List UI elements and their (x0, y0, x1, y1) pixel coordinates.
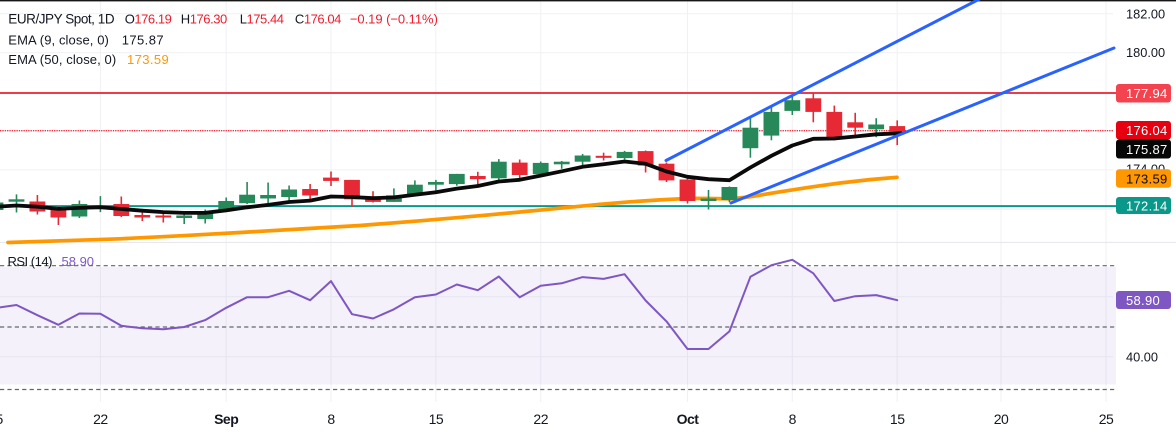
svg-text:15: 15 (429, 411, 444, 427)
svg-text:15: 15 (0, 411, 3, 427)
svg-text:RSI (14): RSI (14) (8, 254, 53, 269)
svg-text:182.00: 182.00 (1126, 7, 1165, 22)
svg-text:Sep: Sep (214, 411, 238, 427)
svg-text:L175.44: L175.44 (240, 12, 284, 27)
svg-text:Oct: Oct (677, 411, 700, 427)
svg-text:175.87: 175.87 (122, 33, 164, 48)
svg-text:22: 22 (93, 411, 108, 427)
svg-text:EMA (9, close, 0): EMA (9, close, 0) (8, 33, 109, 48)
svg-text:172.14: 172.14 (1126, 198, 1168, 213)
svg-text:175.87: 175.87 (1126, 142, 1168, 157)
svg-text:176.04: 176.04 (1126, 123, 1168, 138)
svg-text:58.90: 58.90 (62, 254, 95, 269)
svg-text:−0.19 (−0.11%): −0.19 (−0.11%) (350, 12, 438, 27)
svg-text:15: 15 (890, 411, 905, 427)
svg-text:22: 22 (533, 411, 548, 427)
svg-text:H176.30: H176.30 (181, 12, 227, 27)
svg-text:EMA (50, close, 0): EMA (50, close, 0) (8, 52, 116, 67)
svg-text:180.00: 180.00 (1126, 45, 1165, 60)
svg-text:40.00: 40.00 (1126, 349, 1158, 364)
svg-text:20: 20 (994, 411, 1009, 427)
svg-text:173.59: 173.59 (127, 52, 169, 67)
svg-text:EUR/JPY Spot, 1D: EUR/JPY Spot, 1D (8, 12, 115, 27)
svg-text:177.94: 177.94 (1126, 86, 1168, 101)
svg-text:173.59: 173.59 (1126, 171, 1168, 186)
svg-text:O176.19: O176.19 (125, 12, 172, 27)
svg-text:8: 8 (327, 411, 335, 427)
svg-text:C176.04: C176.04 (295, 12, 341, 27)
svg-text:25: 25 (1099, 411, 1114, 427)
svg-text:58.90: 58.90 (1126, 293, 1160, 308)
svg-text:8: 8 (789, 411, 797, 427)
